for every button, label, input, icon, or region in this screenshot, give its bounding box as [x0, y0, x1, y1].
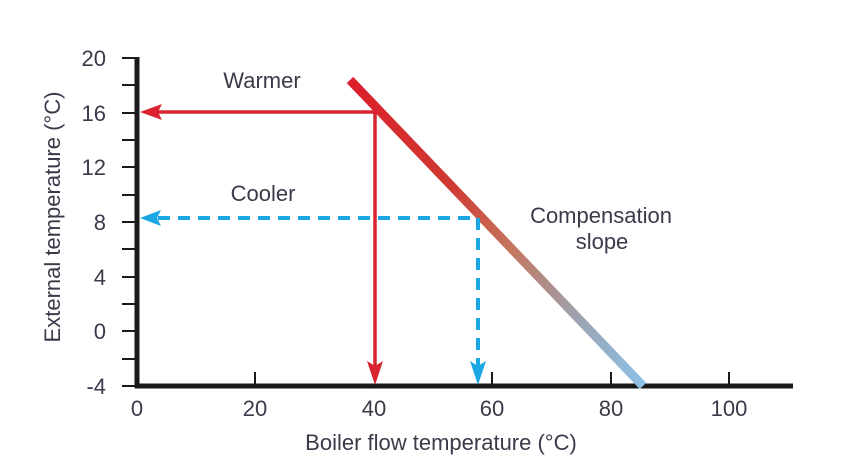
- cooler-label: Cooler: [231, 181, 296, 206]
- slope-label-line2: slope: [576, 229, 629, 254]
- x-tick-0: 0: [131, 396, 143, 421]
- y-tick-20: 20: [82, 46, 106, 71]
- y-tick-minus4: -4: [86, 374, 106, 399]
- y-tick-8: 8: [94, 210, 106, 235]
- x-tick-labels: 0 20 40 60 80 100: [131, 396, 747, 421]
- y-axis-title: External temperature (°C): [40, 92, 65, 343]
- warmer-down-arrow-icon: [367, 361, 383, 385]
- x-tick-20: 20: [243, 396, 267, 421]
- x-tick-80: 80: [599, 396, 623, 421]
- warmer-left-arrow-icon: [140, 104, 162, 120]
- x-tick-60: 60: [480, 396, 504, 421]
- y-tick-12: 12: [82, 155, 106, 180]
- y-tick-16: 16: [82, 101, 106, 126]
- cooler-down-arrow-icon: [470, 361, 486, 385]
- y-tick-0: 0: [94, 319, 106, 344]
- warmer-label: Warmer: [223, 68, 300, 93]
- x-axis-title: Boiler flow temperature (°C): [305, 430, 577, 455]
- cooler-left-arrow-icon: [140, 210, 161, 226]
- slope-label-line1: Compensation: [530, 203, 672, 228]
- x-tick-40: 40: [362, 396, 386, 421]
- compensation-slope-line: [346, 76, 647, 390]
- y-tick-labels: 20 16 12 8 4 0 -4: [82, 46, 106, 399]
- x-tick-100: 100: [711, 396, 748, 421]
- y-tick-4: 4: [94, 265, 106, 290]
